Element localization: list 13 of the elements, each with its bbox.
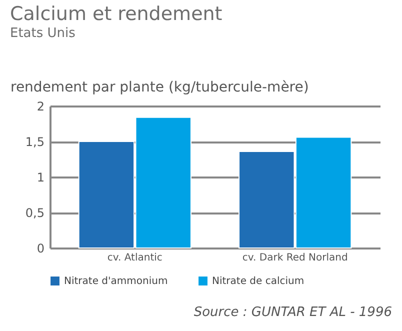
chart-title: Calcium et rendement xyxy=(10,3,222,25)
y-tick-label: 1 xyxy=(36,170,44,184)
y-axis-title: rendement par plante (kg/tubercule-mère) xyxy=(10,80,309,96)
chart-subtitle: Etats Unis xyxy=(10,26,76,41)
x-tick-label: cv. Atlantic xyxy=(107,252,162,264)
y-tick-label: 0 xyxy=(36,242,44,256)
y-tick-label: 0,5 xyxy=(25,206,44,220)
source-note: Source : GUNTAR ET AL - 1996 xyxy=(194,305,392,320)
y-tick-label: 1,5 xyxy=(25,135,44,149)
x-tick-label: cv. Dark Red Norland xyxy=(242,252,348,264)
y-tick-label: 2 xyxy=(36,100,44,114)
legend-label: Nitrate de calcium xyxy=(212,276,304,287)
legend-label: Nitrate d'ammonium xyxy=(64,276,168,287)
